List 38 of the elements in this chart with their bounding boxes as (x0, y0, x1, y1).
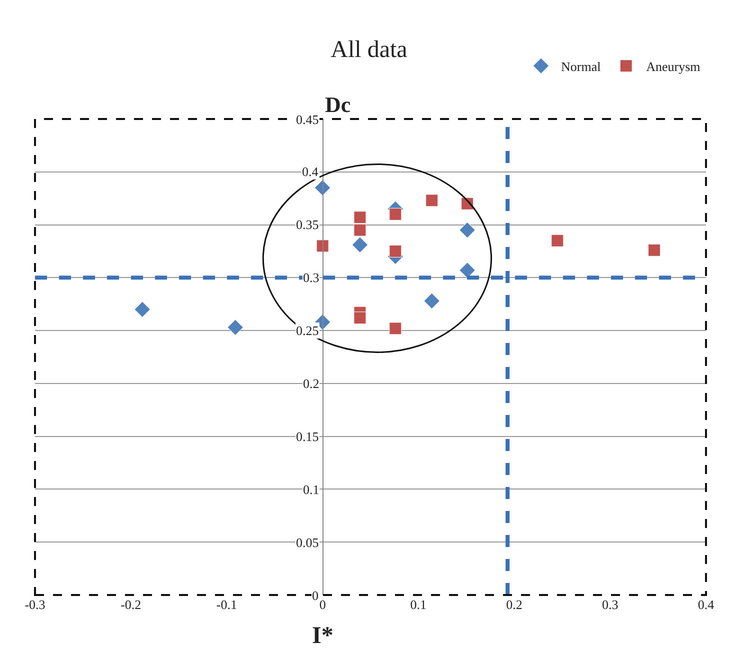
chart-title: All data (330, 36, 408, 63)
x-tick-label: -0.2 (120, 597, 142, 612)
y-tick-label: 0.05 (296, 535, 319, 550)
y-tick-label: 0.35 (296, 217, 319, 232)
legend-label: Normal (561, 58, 602, 74)
point (354, 224, 366, 236)
point (459, 222, 476, 238)
x-tick-label: -0.1 (216, 597, 238, 612)
point (551, 234, 564, 247)
point (316, 240, 329, 252)
point (227, 319, 244, 336)
point (426, 194, 438, 207)
point (389, 208, 402, 220)
point (459, 262, 476, 278)
legend-label: Aneurysm (646, 58, 700, 74)
point (134, 301, 150, 318)
x-axis-title: I* (312, 623, 334, 649)
x-tick-label: 0.3 (602, 597, 618, 612)
y-tick-label: 0.2 (303, 376, 320, 391)
point (424, 292, 440, 309)
y-tick-label: 0.4 (302, 164, 319, 179)
y-tick-label: 0.45 (296, 112, 319, 127)
y-axis-title: Dc (325, 92, 351, 117)
x-tick-label: 0.1 (410, 597, 427, 612)
x-tick-label: -0.3 (24, 597, 46, 612)
y-tick-label: 0.3 (303, 270, 320, 285)
point (314, 180, 331, 196)
point (389, 322, 402, 335)
y-tick-label: 0.1 (303, 482, 320, 497)
point (648, 244, 660, 256)
x-tick-label: 0.2 (506, 597, 522, 612)
y-tick-label: 0.15 (296, 429, 319, 444)
point (354, 312, 366, 324)
point (352, 236, 368, 253)
point (389, 244, 402, 258)
point (354, 211, 366, 224)
y-tick-label: 0.25 (296, 323, 319, 338)
x-tick-label: 0.4 (698, 597, 715, 612)
